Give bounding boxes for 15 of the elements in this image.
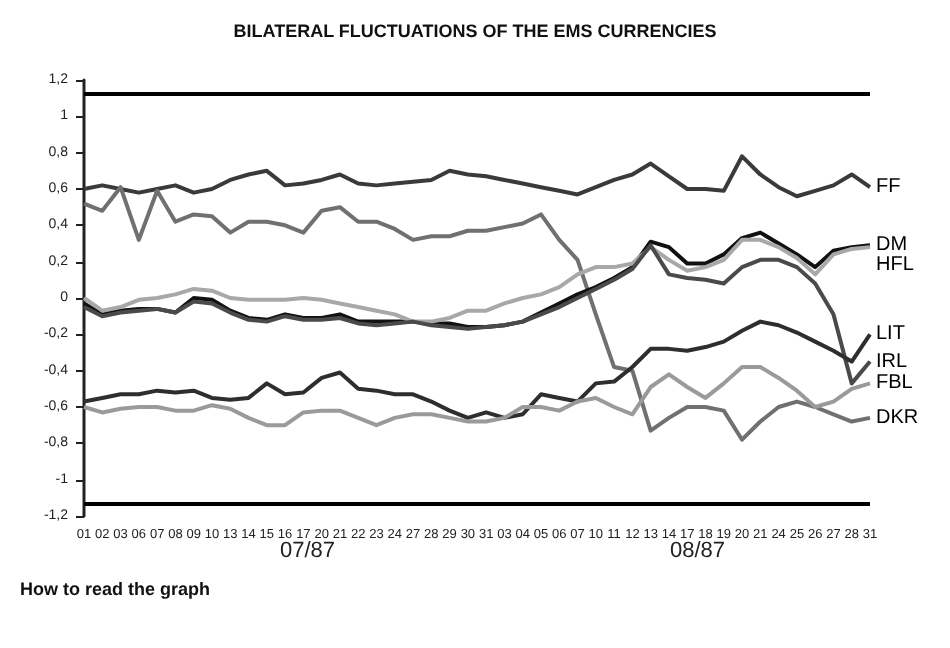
series-label: IRL: [876, 350, 908, 373]
text: 07/87: [280, 539, 336, 563]
series-label: DKR: [876, 406, 919, 429]
series-label: HFL: [876, 254, 915, 277]
series-label: LIT: [876, 323, 905, 346]
series-label: FBL: [876, 372, 914, 395]
line-series: [82, 185, 872, 442]
text: How to read the graph: [20, 579, 211, 599]
line-series: [82, 154, 872, 199]
series-label: FF: [876, 176, 901, 199]
line-series: [82, 365, 872, 428]
chart-title: BILATERAL FLUCTUATIONS OF THE EMS CURRENCIES: [233, 21, 717, 41]
line-series: [82, 243, 872, 386]
series-label: DM: [876, 234, 908, 257]
text: 08/87: [670, 539, 726, 563]
